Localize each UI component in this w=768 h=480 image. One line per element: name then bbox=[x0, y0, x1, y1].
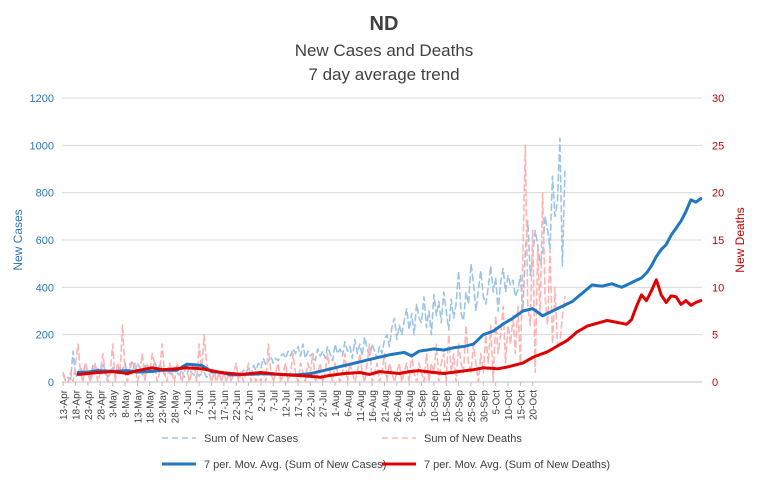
x-tick-17-Jul: 17-Jul bbox=[294, 390, 305, 417]
x-tick-26-Aug: 26-Aug bbox=[393, 390, 404, 422]
x-tick-12-Jul: 12-Jul bbox=[282, 390, 293, 417]
x-tick-7-Jun: 7-Jun bbox=[195, 390, 206, 415]
y-axis-left-ticks: 0 200 400 600 800 1000 1200 bbox=[30, 93, 54, 389]
y-axis-right-ticks: 0 5 10 15 20 25 30 bbox=[712, 93, 724, 389]
x-tick-23-May: 23-May bbox=[158, 390, 169, 423]
x-tick-3-May: 3-May bbox=[109, 390, 120, 418]
legend: Sum of New Cases Sum of New Deaths 7 per. … bbox=[162, 433, 610, 471]
legend-label-series-new-deaths: Sum of New Deaths bbox=[424, 433, 522, 445]
y-tick-left: 0 bbox=[48, 377, 54, 389]
x-tick-2-Jul: 2-Jul bbox=[257, 390, 268, 412]
y-tick-right: 25 bbox=[712, 140, 724, 152]
series-new-deaths bbox=[62, 144, 566, 383]
chart-title: ND bbox=[370, 13, 399, 35]
y-tick-right: 5 bbox=[712, 330, 718, 342]
series-deaths-moving-avg bbox=[76, 278, 703, 379]
x-tick-31-Aug: 31-Aug bbox=[405, 390, 416, 422]
x-tick-8-May: 8-May bbox=[121, 390, 132, 418]
x-tick-21-Aug: 21-Aug bbox=[380, 390, 391, 422]
x-tick-1-Aug: 1-Aug bbox=[331, 390, 342, 417]
y-tick-right: 10 bbox=[712, 282, 724, 294]
y-tick-right: 15 bbox=[712, 235, 724, 247]
chart-subtitle-line-1: New Cases and Deaths bbox=[295, 41, 474, 60]
x-tick-18-May: 18-May bbox=[146, 390, 157, 423]
x-tick-13-Apr: 13-Apr bbox=[59, 389, 70, 420]
y-tick-right: 30 bbox=[712, 93, 724, 105]
legend-label-series-new-cases: Sum of New Cases bbox=[204, 433, 299, 445]
legend-label-series-cases-moving-avg: 7 per. Mov. Avg. (Sum of New Cases) bbox=[204, 459, 386, 471]
y-tick-left: 1000 bbox=[30, 140, 54, 152]
plot-area bbox=[62, 137, 703, 383]
y-tick-left: 1200 bbox=[30, 93, 54, 105]
x-tick-16-Aug: 16-Aug bbox=[368, 390, 379, 422]
x-tick-20-Oct: 20-Oct bbox=[529, 390, 540, 420]
y-tick-left: 800 bbox=[36, 188, 54, 200]
series-cases-moving-avg bbox=[76, 197, 703, 377]
y-axis-label-right: New Deaths bbox=[733, 207, 747, 272]
y-axis-label-left: New Cases bbox=[11, 209, 25, 270]
x-tick-6-Aug: 6-Aug bbox=[343, 390, 354, 417]
x-tick-27-Jul: 27-Jul bbox=[319, 390, 330, 417]
y-tick-left: 600 bbox=[36, 235, 54, 247]
x-tick-27-Jun: 27-Jun bbox=[245, 390, 256, 421]
x-tick-30-Sep: 30-Sep bbox=[479, 390, 490, 423]
x-tick-20-Sep: 20-Sep bbox=[455, 390, 466, 423]
x-tick-22-Jul: 22-Jul bbox=[306, 390, 317, 417]
y-tick-left: 200 bbox=[36, 330, 54, 342]
x-tick-28-Apr: 28-Apr bbox=[96, 389, 107, 420]
x-tick-10-Oct: 10-Oct bbox=[504, 390, 515, 420]
x-tick-17-Jun: 17-Jun bbox=[220, 390, 231, 421]
grid bbox=[62, 97, 702, 383]
chart-subtitle-line-2: 7 day average trend bbox=[308, 65, 459, 84]
x-tick-22-Jun: 22-Jun bbox=[232, 390, 243, 421]
x-tick-25-Sep: 25-Sep bbox=[467, 390, 478, 423]
x-tick-5-Sep: 5-Sep bbox=[418, 390, 429, 417]
y-tick-left: 400 bbox=[36, 282, 54, 294]
x-tick-15-Sep: 15-Sep bbox=[442, 390, 453, 423]
x-tick-2-Jun: 2-Jun bbox=[183, 390, 194, 415]
x-tick-23-Apr: 23-Apr bbox=[84, 389, 95, 420]
x-tick-28-May: 28-May bbox=[170, 390, 181, 423]
y-tick-right: 0 bbox=[712, 377, 718, 389]
legend-label-series-deaths-moving-avg: 7 per. Mov. Avg. (Sum of New Deaths) bbox=[424, 459, 610, 471]
x-tick-7-Jul: 7-Jul bbox=[269, 390, 280, 412]
x-tick-10-Sep: 10-Sep bbox=[430, 390, 441, 423]
x-tick-15-Oct: 15-Oct bbox=[516, 390, 527, 420]
x-tick-13-May: 13-May bbox=[133, 390, 144, 423]
x-tick-12-Jun: 12-Jun bbox=[207, 390, 218, 421]
x-axis-ticks: 13-Apr 18-Apr 23-Apr 28-Apr 3-May 8-May 13-May… bbox=[59, 382, 540, 423]
x-tick-18-Apr: 18-Apr bbox=[72, 389, 83, 420]
x-tick-11-Aug: 11-Aug bbox=[356, 390, 367, 422]
y-tick-right: 20 bbox=[712, 188, 724, 200]
x-tick-5-Oct: 5-Oct bbox=[492, 390, 503, 415]
